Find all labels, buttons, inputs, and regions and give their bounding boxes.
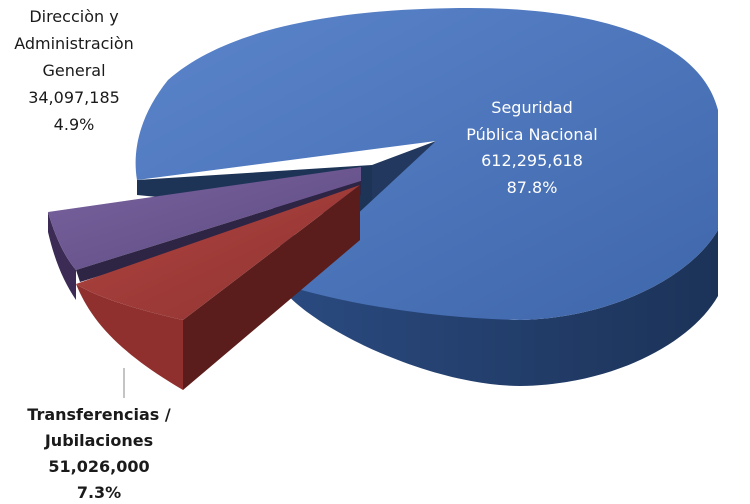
label-direccion-name-2: Administraciòn [14,34,134,53]
label-transferencias-name-1: Transferencias / [27,405,171,424]
label-direccion-percent: 4.9% [54,115,95,134]
label-transferencias-value: 51,026,000 [48,457,149,476]
label-direccion-value: 34,097,185 [28,88,120,107]
label-seguridad-publica: Seguridad Pública Nacional 612,295,618 8… [466,98,597,197]
slice-transferencias-side [183,185,360,390]
slice-direccion-administracion [48,167,361,300]
slice-transferencias-top [76,185,360,320]
label-transferencias-jubilaciones: Transferencias / Jubilaciones 51,026,000… [27,405,171,502]
slice-transferencias-jubilaciones [76,185,360,390]
label-transferencias-percent: 7.3% [77,483,121,502]
slice-direccion-side [48,212,76,300]
label-seguridad-percent: 87.8% [507,178,558,197]
slice-seguridad-top [135,8,718,320]
slice-seguridad-side [280,220,718,386]
label-seguridad-value: 612,295,618 [481,151,583,170]
slice-direccion-inner [76,181,361,282]
slice-direccion-top [48,167,361,270]
slice-transferencias-front [76,284,183,390]
label-direccion-name-1: Direcciòn y [29,7,118,26]
label-seguridad-name-2: Pública Nacional [466,125,597,144]
label-transferencias-name-2: Jubilaciones [44,431,153,450]
label-seguridad-name-1: Seguridad [491,98,572,117]
label-direccion-administracion: Direcciòn y Administraciòn General 34,09… [14,7,134,134]
label-direccion-name-3: General [42,61,105,80]
